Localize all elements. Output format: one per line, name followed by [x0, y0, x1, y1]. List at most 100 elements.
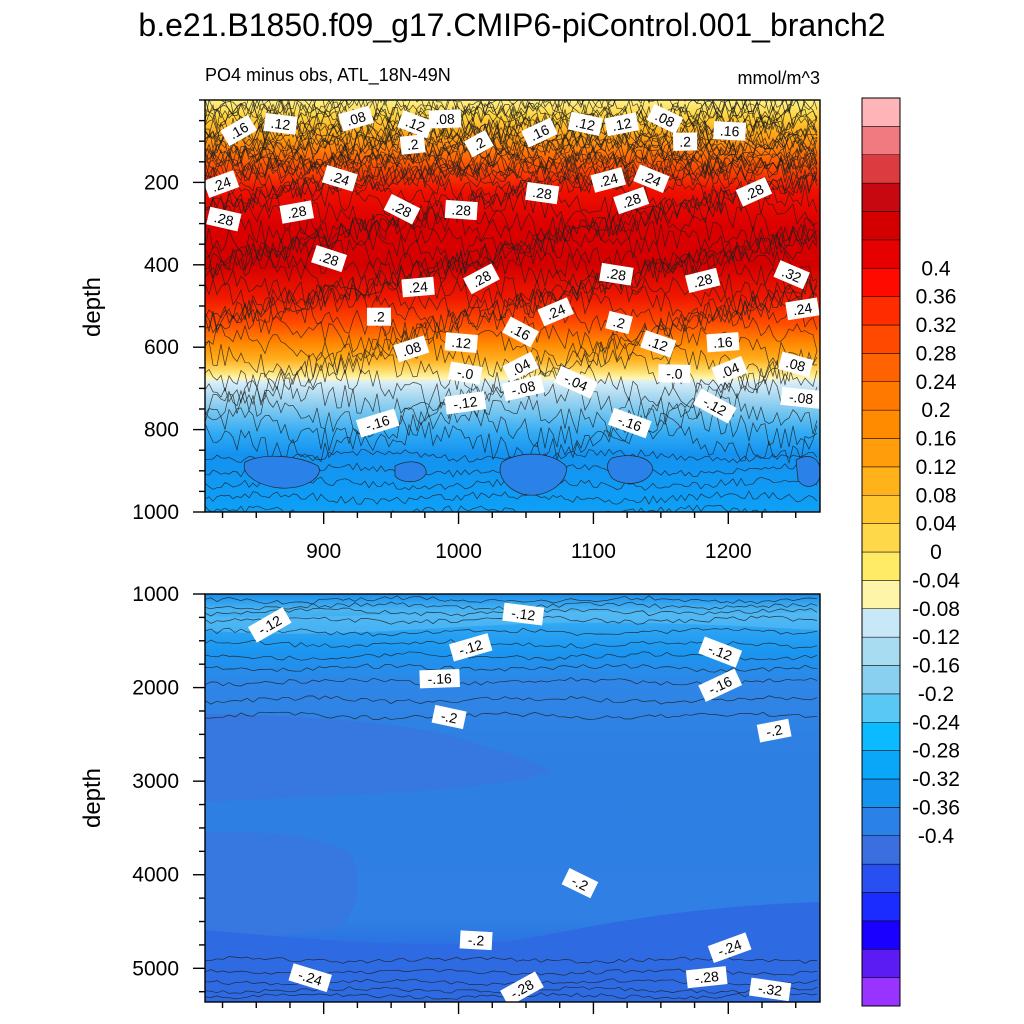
contour-label-text: .28 — [619, 190, 643, 212]
contour-label-text: .08 — [400, 338, 424, 359]
contour-line — [205, 100, 818, 127]
contour-line — [205, 163, 818, 205]
contour-line — [205, 564, 817, 578]
contour-line — [205, 129, 818, 170]
colorbar-label: -0.32 — [912, 768, 960, 791]
contour-line — [205, 504, 788, 512]
y-tick-label: 3000 — [132, 770, 179, 793]
contour-line — [205, 278, 818, 324]
contour-label: .24 — [537, 297, 574, 327]
bottom-panel-ylabel: depth — [79, 768, 106, 828]
contour-label: -.2 — [459, 930, 493, 951]
contour-line — [205, 155, 818, 196]
contour-line — [205, 147, 818, 188]
contour-line — [205, 575, 817, 589]
contour-line — [205, 233, 818, 279]
colorbar-swatch — [861, 523, 901, 553]
contour-label: -.16 — [607, 407, 652, 439]
bottom-panel-ticks: 1000 2000 3000 4000 5000 — [132, 583, 797, 1014]
contour-label: .16 — [521, 117, 558, 148]
contour-label-text: .32 — [780, 264, 804, 286]
contour-line — [205, 519, 817, 533]
contour-label: -.16 — [419, 668, 460, 689]
contour-line — [205, 268, 818, 315]
contour-label-text: .08 — [435, 111, 455, 128]
colorbar-label: 0.08 — [916, 484, 957, 507]
y-tick-label: 2000 — [132, 677, 179, 700]
contour-label: -.32 — [749, 977, 792, 1002]
colorbar-label: -0.24 — [912, 711, 960, 734]
contour-label-text: .12 — [403, 113, 427, 135]
contour-label: .28 — [613, 186, 650, 215]
contour-line — [205, 490, 818, 505]
x-tick-label: 1000 — [435, 540, 482, 563]
y-tick-label: 400 — [144, 254, 179, 277]
contour-label: -.16 — [355, 408, 400, 438]
y-tick-label: 600 — [144, 336, 179, 359]
colorbar-label: -0.04 — [912, 569, 960, 592]
contour-label: -.12 — [502, 602, 545, 626]
contour-label: .24 — [590, 167, 627, 193]
contour-label-text: .28 — [286, 202, 308, 221]
colorbar-frame — [861, 97, 901, 1007]
contour-label-text: .28 — [213, 209, 236, 229]
contour-label-text: .08 — [653, 107, 678, 130]
contour-label: .12 — [397, 110, 434, 139]
x-tick-label: 1200 — [705, 540, 752, 563]
contour-label-text: .24 — [408, 278, 429, 296]
contour-label: .2 — [366, 307, 391, 326]
contour-line — [205, 348, 818, 395]
contour-label-text: .12 — [270, 115, 291, 133]
colorbar-swatch — [861, 580, 901, 609]
contour-line — [205, 206, 818, 252]
contour-label-text: .12 — [574, 114, 597, 134]
colorbar-swatch — [861, 211, 901, 241]
contour-label: .08 — [777, 351, 814, 378]
colorbar-swatch — [861, 126, 901, 155]
top-panel-blob — [607, 455, 653, 484]
contour-line — [205, 695, 818, 705]
contour-label: .24 — [401, 276, 435, 298]
figure-title: b.e21.B1850.f09_g17.CMIP6-piControl.001_… — [138, 7, 885, 43]
y-tick-label: 1000 — [132, 583, 179, 606]
contour-line — [205, 215, 818, 261]
contour-label: .24 — [633, 164, 670, 194]
colorbar-swatch — [861, 977, 901, 1007]
colorbar-label: 0 — [930, 541, 942, 564]
contour-line — [205, 711, 818, 721]
contour-label-text: -.12 — [452, 393, 478, 412]
y-tick-label: 800 — [144, 419, 179, 442]
contour-label-text: -.24 — [296, 966, 324, 988]
bottom-panel-region — [205, 714, 549, 802]
contour-label-text: -.0 — [666, 365, 683, 381]
contour-label-text: -.2 — [439, 708, 459, 727]
colorbar-swatch — [861, 665, 901, 695]
contour-line — [205, 663, 818, 673]
colorbar-swatch — [861, 381, 901, 411]
contour-line — [205, 100, 815, 129]
contour-label-text: .28 — [605, 265, 627, 284]
bottom-panel-contour-labels: -.12 -.12-.12 -.12-.16 -.16-.2-.2-.2-.2 -.24… — [247, 602, 792, 1002]
colorbar-label: 0.28 — [916, 342, 957, 365]
contour-line — [205, 152, 818, 193]
contour-label: .2 — [605, 310, 633, 335]
contour-label-text: .28 — [531, 184, 553, 203]
contour-label-text: -.08 — [788, 389, 814, 407]
colorbar-swatch — [861, 835, 901, 865]
colorbar-label: 0.12 — [916, 456, 957, 479]
contour-label: .16 — [713, 121, 747, 141]
contour-label: .08 — [338, 105, 374, 132]
colorbar-swatch — [861, 892, 901, 922]
contour-line — [205, 286, 818, 334]
contour-line — [205, 418, 818, 466]
top-panel-units-label: mmol/m^3 — [738, 68, 820, 88]
contour-label-text: .16 — [527, 121, 552, 144]
contour-label: .28 — [444, 199, 478, 221]
contour-line — [205, 448, 818, 464]
colorbar-swatch — [861, 97, 901, 127]
contour-line — [205, 336, 818, 381]
contour-label: -.2 — [431, 704, 467, 730]
colorbar-swatch — [861, 239, 901, 269]
contour-label-text: .28 — [742, 181, 766, 204]
contour-label: .28 — [463, 263, 500, 295]
